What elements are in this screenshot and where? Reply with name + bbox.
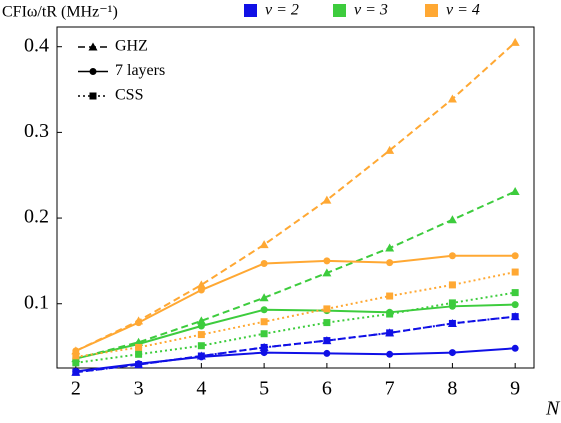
marker-square: [448, 281, 456, 289]
marker-triangle: [196, 316, 206, 325]
y-tick-label: 0.1: [24, 291, 49, 313]
series-line: [75, 254, 516, 352]
y-tick-label: 0.2: [24, 206, 49, 228]
series-line: [75, 347, 516, 373]
legend-label: GHZ: [115, 38, 148, 55]
y-tick-label: 0.4: [24, 34, 49, 56]
marker-circle: [260, 306, 268, 314]
marker-circle: [448, 349, 456, 357]
marker-square: [260, 330, 268, 338]
marker-circle: [386, 259, 394, 267]
marker-triangle: [447, 94, 457, 103]
x-tick-label: 8: [447, 378, 457, 400]
marker-square: [386, 310, 394, 318]
marker-circle: [260, 259, 268, 267]
marker-circle: [72, 347, 80, 355]
marker-square: [323, 305, 331, 313]
marker-circle: [197, 286, 205, 294]
marker-square: [386, 329, 394, 337]
marker-triangle: [88, 42, 98, 51]
marker-square: [135, 350, 143, 358]
marker-square: [72, 353, 80, 361]
legend-label: ν = 3: [354, 2, 388, 19]
x-tick-label: 5: [259, 378, 269, 400]
x-tick-label: 4: [196, 378, 206, 400]
marker-square: [72, 368, 80, 376]
marker-square: [197, 342, 205, 350]
legend-label: CSS: [115, 87, 143, 104]
marker-square: [323, 319, 331, 327]
marker-triangle: [322, 195, 332, 204]
x-tick-label: 6: [322, 378, 332, 400]
legend-swatch: [244, 4, 257, 17]
marker-triangle: [447, 215, 457, 224]
marker-square: [448, 299, 456, 307]
marker-circle: [323, 257, 331, 265]
marker-square: [511, 268, 519, 276]
marker-triangle: [510, 37, 520, 46]
marker-circle: [89, 68, 97, 75]
marker-square: [135, 343, 143, 351]
x-tick-label: 2: [71, 378, 81, 400]
marker-triangle: [510, 187, 520, 196]
legend-label: ν = 2: [265, 2, 299, 19]
marker-square: [135, 361, 143, 369]
legend-label: 7 layers: [115, 62, 165, 79]
marker-square: [72, 359, 80, 367]
marker-circle: [511, 252, 519, 260]
marker-square: [448, 319, 456, 327]
y-tick-label: 0.3: [24, 120, 49, 142]
series-line: [75, 41, 516, 352]
x-tick-label: 9: [510, 378, 520, 400]
x-tick-label: 7: [385, 378, 395, 400]
marker-triangle: [385, 243, 395, 252]
marker-square: [260, 343, 268, 351]
marker-circle: [323, 349, 331, 357]
series-line: [75, 315, 516, 374]
series-line: [75, 291, 516, 364]
marker-circle: [448, 252, 456, 260]
legend-swatch: [333, 4, 346, 17]
marker-square: [386, 292, 394, 300]
marker-square: [511, 289, 519, 297]
marker-square: [323, 337, 331, 345]
marker-square: [511, 313, 519, 321]
marker-square: [89, 92, 97, 100]
legend-swatch: [425, 4, 438, 17]
marker-square: [197, 331, 205, 339]
marker-triangle: [385, 145, 395, 154]
marker-circle: [197, 322, 205, 330]
y-axis-label: CFIω/tR (MHz⁻¹): [2, 4, 118, 21]
x-axis-label: N: [545, 398, 561, 420]
marker-square: [260, 318, 268, 326]
marker-circle: [135, 319, 143, 327]
series-line: [75, 190, 516, 360]
marker-circle: [511, 301, 519, 309]
marker-circle: [386, 350, 394, 358]
x-tick-label: 3: [134, 378, 144, 400]
marker-triangle: [259, 240, 269, 249]
marker-triangle: [259, 293, 269, 302]
marker-triangle: [322, 268, 332, 277]
marker-square: [197, 352, 205, 360]
series-line: [75, 303, 516, 360]
plot-frame: [56, 26, 535, 369]
marker-triangle: [196, 280, 206, 289]
legend-label: ν = 4: [446, 2, 480, 19]
marker-circle: [511, 344, 519, 352]
